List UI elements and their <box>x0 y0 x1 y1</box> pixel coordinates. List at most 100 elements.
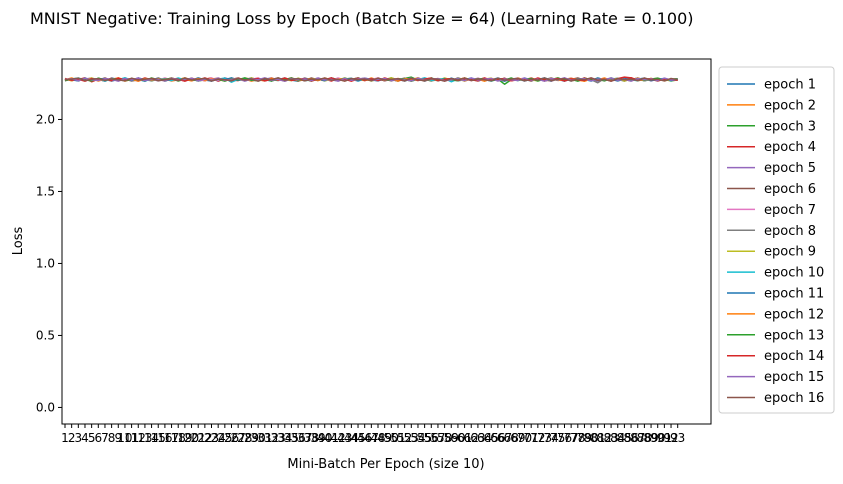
x-tick-label: 8 <box>108 431 116 445</box>
legend-label-epoch-15: epoch 15 <box>764 370 824 385</box>
x-tick-label: 51 <box>390 431 405 445</box>
x-tick-label: 7 <box>101 431 109 445</box>
x-tick-label: 54 <box>410 431 425 445</box>
x-tick-label: 19 <box>177 431 192 445</box>
x-tick-label: 89 <box>643 431 658 445</box>
x-tick-label: 62 <box>464 431 479 445</box>
x-tick-label: 21 <box>191 431 206 445</box>
x-tick-label: 2 <box>68 431 76 445</box>
x-tick-label: 78 <box>570 431 585 445</box>
x-tick-label: 13 <box>137 431 152 445</box>
legend-label-epoch-2: epoch 2 <box>764 98 816 113</box>
x-tick-label: 43 <box>337 431 352 445</box>
x-tick-label: 28 <box>237 431 252 445</box>
x-tick-label: 86 <box>623 431 638 445</box>
legend-label-epoch-7: epoch 7 <box>764 203 816 218</box>
x-tick-label: 29 <box>244 431 259 445</box>
legend-label-epoch-4: epoch 4 <box>764 140 816 155</box>
x-tick-label: 33 <box>270 431 285 445</box>
x-tick-label: 24 <box>211 431 226 445</box>
x-tick-label: 31 <box>257 431 272 445</box>
x-tick-label: 49 <box>377 431 392 445</box>
chart-title: MNIST Negative: Training Loss by Epoch (… <box>30 9 694 28</box>
x-tick-label: 84 <box>610 431 625 445</box>
x-tick-label: 64 <box>477 431 492 445</box>
x-tick-label: 23 <box>204 431 219 445</box>
legend-label-epoch-11: epoch 11 <box>764 287 824 302</box>
x-tick-label: 70 <box>517 431 532 445</box>
x-tick-label: 83 <box>603 431 618 445</box>
x-tick-label: 34 <box>277 431 292 445</box>
x-tick-label: 72 <box>530 431 545 445</box>
x-tick-label: 88 <box>637 431 652 445</box>
x-tick-label: 92 <box>663 431 678 445</box>
x-tick-label: 10 <box>117 431 132 445</box>
legend-label-epoch-13: epoch 13 <box>764 328 824 343</box>
y-axis-label: Loss <box>11 227 26 256</box>
x-tick-label: 55 <box>417 431 432 445</box>
x-tick-label: 58 <box>437 431 452 445</box>
x-tick-label: 52 <box>397 431 412 445</box>
x-tick-label: 91 <box>657 431 672 445</box>
x-tick-label: 14 <box>144 431 159 445</box>
x-tick-label: 46 <box>357 431 372 445</box>
x-tick-label: 20 <box>184 431 199 445</box>
x-tick-label: 41 <box>324 431 339 445</box>
x-tick-label: 15 <box>151 431 166 445</box>
x-tick-label: 25 <box>217 431 232 445</box>
x-tick-label: 1 <box>61 431 69 445</box>
x-tick-label: 40 <box>317 431 332 445</box>
x-tick-label: 87 <box>630 431 645 445</box>
legend-label-epoch-1: epoch 1 <box>764 78 816 93</box>
x-tick-label: 42 <box>330 431 345 445</box>
x-tick-label: 71 <box>524 431 539 445</box>
x-tick-label: 61 <box>457 431 472 445</box>
x-tick-label: 53 <box>404 431 419 445</box>
plot-area <box>61 58 712 425</box>
legend-label-epoch-9: epoch 9 <box>764 245 816 260</box>
y-tick-label: 2.0 <box>36 112 55 126</box>
x-tick-label: 30 <box>250 431 265 445</box>
x-tick-label: 5 <box>88 431 96 445</box>
legend-label-epoch-5: epoch 5 <box>764 161 816 176</box>
x-tick-label: 82 <box>597 431 612 445</box>
legend-label-epoch-10: epoch 10 <box>764 266 824 281</box>
x-tick-label: 38 <box>304 431 319 445</box>
x-tick-label: 37 <box>297 431 312 445</box>
x-tick-label: 65 <box>484 431 499 445</box>
x-tick-label: 50 <box>384 431 399 445</box>
x-tick-label: 6 <box>94 431 102 445</box>
x-tick-label: 60 <box>450 431 465 445</box>
x-tick-label: 68 <box>504 431 519 445</box>
x-tick-label: 74 <box>544 431 559 445</box>
x-tick-label: 35 <box>284 431 299 445</box>
x-tick-label: 59 <box>444 431 459 445</box>
legend-label-epoch-12: epoch 12 <box>764 307 824 322</box>
legend-label-epoch-8: epoch 8 <box>764 224 816 239</box>
legend-frame <box>718 66 835 414</box>
x-tick-label: 9 <box>114 431 122 445</box>
legend: epoch 1 epoch 2 epoch 3 epoch 4 epoch 5 epoch… <box>718 66 835 414</box>
series-lines <box>64 76 678 85</box>
x-tick-label: 73 <box>537 431 552 445</box>
y-axis-ticks: 0.0 0.5 1.0 1.5 2.0 <box>36 112 62 414</box>
y-tick-label: 1.5 <box>36 184 55 198</box>
x-tick-label: 27 <box>231 431 246 445</box>
x-tick-label: 22 <box>197 431 212 445</box>
x-tick-label: 3 <box>74 431 82 445</box>
x-tick-label: 80 <box>583 431 598 445</box>
x-tick-label: 26 <box>224 431 239 445</box>
x-tick-label: 18 <box>171 431 186 445</box>
x-axis-label: Mini-Batch Per Epoch (size 10) <box>287 457 484 472</box>
series-line-epoch-16 <box>64 77 678 82</box>
x-tick-label: 75 <box>550 431 565 445</box>
x-tick-label: 67 <box>497 431 512 445</box>
x-tick-label: 17 <box>164 431 179 445</box>
x-tick-label: 44 <box>344 431 359 445</box>
x-tick-label: 4 <box>81 431 89 445</box>
legend-label-epoch-3: epoch 3 <box>764 119 816 134</box>
y-tick-label: 0.5 <box>36 328 55 342</box>
legend-label-epoch-6: epoch 6 <box>764 182 816 197</box>
legend-label-epoch-16: epoch 16 <box>764 391 824 406</box>
